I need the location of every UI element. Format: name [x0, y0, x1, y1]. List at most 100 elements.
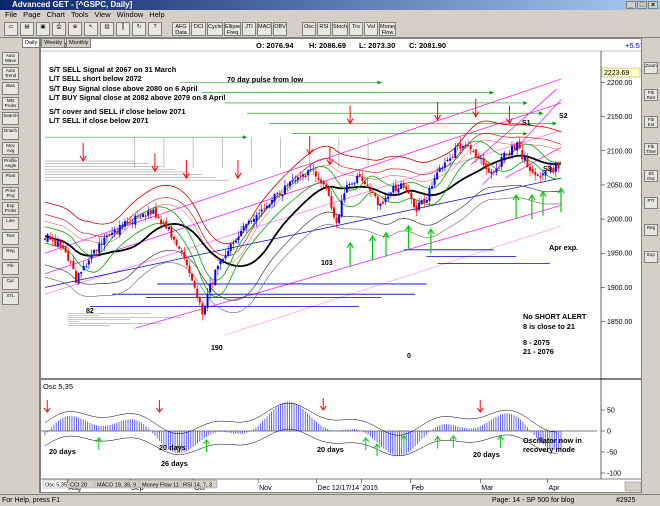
toolbar-jti-button[interactable]: JTI	[242, 22, 256, 36]
candlesticks	[44, 137, 560, 321]
sidebar-tool-5[interactable]: Dnach	[2, 127, 19, 140]
red-sell-arrowhead	[306, 148, 314, 156]
green-buy-arrowhead	[346, 241, 354, 249]
sidebar-tool-0[interactable]: Auto Wave	[2, 52, 19, 65]
right-tool-0[interactable]: Zoom	[644, 62, 658, 74]
close-button[interactable]: ×	[648, 1, 658, 9]
scroll-box[interactable]	[624, 481, 641, 492]
sidebar-tool-11[interactable]: Line	[2, 217, 19, 230]
candle-body	[405, 186, 408, 190]
sidebar-tool-1[interactable]: Auto Trend	[2, 67, 19, 80]
red-sell-arrowhead	[346, 118, 354, 125]
menu-page[interactable]: Page	[23, 10, 41, 19]
price-tick-label: 2150.00	[607, 114, 632, 121]
ma-green-lower	[44, 156, 562, 298]
toolbar-rsi-button[interactable]: RSI	[317, 22, 331, 36]
save-icon[interactable]: ▣	[36, 22, 50, 36]
status-bar: For Help, press F1 Page: 14 - SP 500 for…	[0, 494, 660, 505]
menu-help[interactable]: Help	[149, 10, 165, 19]
new-file-icon[interactable]: ▭	[4, 22, 18, 36]
bars-icon[interactable]: ║	[116, 22, 130, 36]
sidebar-tool-10[interactable]: Exp Probs	[2, 202, 19, 215]
menu-file[interactable]: File	[5, 10, 18, 19]
sidebar-tool-2[interactable]: Bias	[2, 82, 19, 95]
tab-monthly[interactable]: Monthly	[66, 38, 92, 48]
candle-body	[369, 187, 372, 191]
annotation-ma8: 8 - 2075	[523, 338, 550, 347]
candle-body	[469, 145, 472, 150]
price-chart[interactable]: 04/08/15 O: 2076.94 H: 2086.69 L: 2073.3…	[41, 39, 641, 492]
toolbar-money-flow-button[interactable]: Money Flow	[379, 22, 396, 36]
open-icon[interactable]: ▤	[20, 22, 34, 36]
sidebar-tool-16[interactable]: XTL	[2, 292, 19, 305]
right-tool-6[interactable]: Reg	[644, 224, 658, 236]
maximize-button[interactable]: □	[637, 1, 647, 9]
zoom-icon[interactable]: ⊕	[68, 22, 82, 36]
toolbar-ellipse-button[interactable]: Ellipse Freq	[224, 22, 241, 36]
sidebar-tool-7[interactable]: Profile Angle	[2, 157, 19, 170]
bottom-tab-bg	[139, 479, 181, 489]
candle-body	[449, 158, 452, 161]
right-tool-7[interactable]: Exp	[644, 251, 658, 263]
sidebar-tool-9[interactable]: Price Proj	[2, 187, 19, 200]
sidebar-tool-4[interactable]: Search	[2, 112, 19, 125]
candle-body	[67, 250, 70, 261]
right-tool-2[interactable]: Fib Ext	[644, 116, 658, 128]
right-tool-1[interactable]: Fib Retr	[644, 89, 658, 101]
candle-body	[59, 241, 62, 247]
tab-weekly[interactable]: Weekly	[41, 38, 66, 48]
candle-body	[258, 213, 261, 215]
right-tool-4[interactable]: Ell Osc	[644, 170, 658, 182]
candle-body	[480, 158, 483, 160]
sidebar-tool-8[interactable]: Pivot	[2, 172, 19, 185]
ma-black-line	[44, 154, 562, 268]
candle-body	[296, 177, 299, 181]
sidebar-tool-3[interactable]: Mkt Probs	[2, 97, 19, 110]
toolbar-vol-button[interactable]: Vol	[364, 22, 378, 36]
right-tool-3[interactable]: Fib Time	[644, 143, 658, 155]
annotation-line5: S/T cover and SELL if close below 2071	[49, 107, 186, 116]
candle-body	[136, 215, 139, 217]
tab-daily[interactable]: Daily	[22, 38, 41, 48]
sidebar-tool-12[interactable]: Text	[2, 232, 19, 245]
sidebar-tool-15[interactable]: Cyc	[2, 277, 19, 290]
toolbar-afg-data-button[interactable]: AFG Data	[172, 22, 190, 36]
sidebar-tool-14[interactable]: Fib	[2, 262, 19, 275]
green-buy-arrowhead	[512, 193, 520, 201]
toolbar-trs-button[interactable]: Trs	[349, 22, 363, 36]
chart-icon[interactable]: ▥	[100, 22, 114, 36]
toolbar-obv-button[interactable]: OBV	[273, 22, 287, 36]
toolbar-osc-button[interactable]: Osc	[302, 22, 316, 36]
refresh-icon[interactable]: ↻	[132, 22, 146, 36]
sidebar-tool-13[interactable]: Reg	[2, 247, 19, 260]
candle-body	[87, 260, 90, 265]
help-icon[interactable]: ?	[148, 22, 162, 36]
candle-body	[62, 245, 65, 248]
info-change: +5.57	[625, 41, 641, 50]
right-tool-5[interactable]: PTI	[644, 197, 658, 209]
menu-window[interactable]: Window	[116, 10, 144, 19]
pulse-arrowhead	[242, 135, 247, 140]
candle-body	[554, 164, 557, 172]
toolbar-oci-button[interactable]: OCI	[191, 22, 206, 36]
candle-body	[245, 224, 248, 228]
green-buy-arrowhead	[528, 193, 536, 201]
print-icon[interactable]: ⎙	[52, 22, 66, 36]
candle-body	[513, 145, 516, 150]
osc-recovery-2: recovery mode	[523, 445, 575, 454]
toolbar-macd-button[interactable]: MACD	[257, 22, 272, 36]
sidebar-tool-6[interactable]: Mov Avg	[2, 142, 19, 155]
menu-view[interactable]: View	[94, 10, 111, 19]
candle-body	[510, 145, 513, 156]
candle-body	[69, 261, 72, 263]
candle-body	[397, 188, 400, 193]
minimize-button[interactable]: _	[626, 1, 636, 9]
menu-tools[interactable]: Tools	[70, 10, 89, 19]
candle-body	[320, 179, 323, 183]
candle-body	[51, 240, 54, 242]
cursor-icon[interactable]: ↖	[84, 22, 98, 36]
menu-chart[interactable]: Chart	[46, 10, 65, 19]
osc-green-arrowhead	[449, 434, 457, 441]
toolbar-stoch-button[interactable]: Stoch	[332, 22, 348, 36]
toolbar-cycles-button[interactable]: Cycles	[207, 22, 223, 36]
